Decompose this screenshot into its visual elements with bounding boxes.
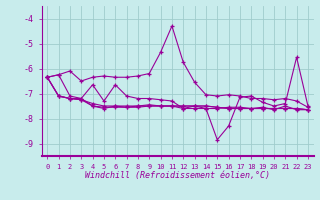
X-axis label: Windchill (Refroidissement éolien,°C): Windchill (Refroidissement éolien,°C) [85,171,270,180]
